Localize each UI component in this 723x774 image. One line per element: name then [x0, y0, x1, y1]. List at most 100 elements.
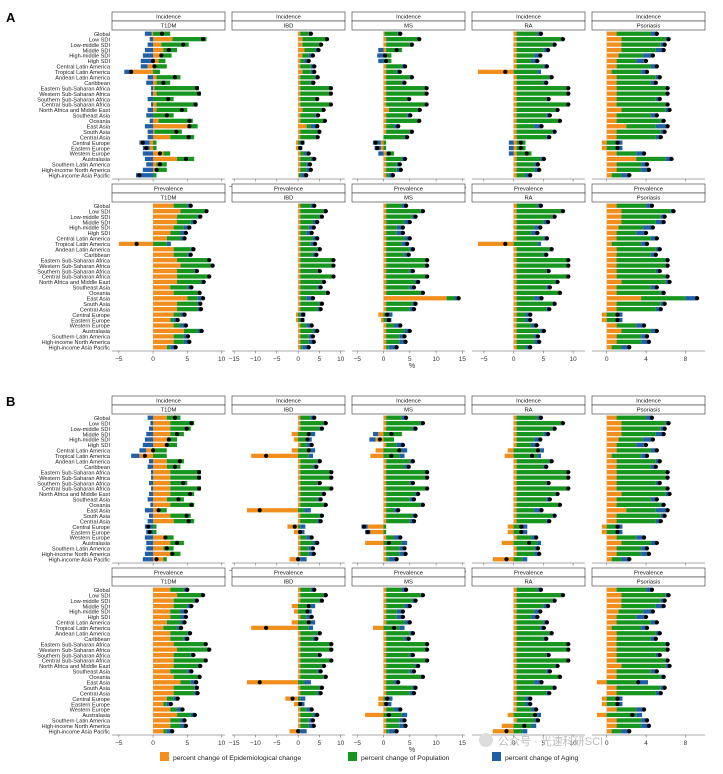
- total-change-dot: [309, 442, 314, 448]
- total-change-dot: [566, 102, 571, 107]
- bar-segment: [516, 219, 544, 225]
- bar-segment: [173, 663, 198, 669]
- total-change-dot: [319, 214, 325, 219]
- bar-segment: [606, 491, 622, 497]
- total-change-dot: [665, 486, 670, 491]
- bar-segment: [156, 107, 188, 113]
- total-change-dot: [166, 47, 171, 53]
- total-change-dot: [186, 519, 191, 524]
- region-label: Middle SDI: [83, 48, 111, 54]
- bar-segment: [525, 312, 531, 317]
- bar-segment: [383, 647, 387, 652]
- bar-segment: [606, 524, 617, 529]
- total-change-dot: [410, 631, 416, 636]
- total-change-dot: [405, 241, 410, 246]
- bar-segment: [153, 431, 171, 437]
- total-change-dot: [641, 151, 647, 156]
- region-label: Middle SDI: [83, 604, 111, 610]
- bar-segment: [308, 723, 314, 728]
- bar-segment: [388, 345, 397, 350]
- legend-label: percent change of Aging: [505, 755, 579, 762]
- bar-segment: [507, 524, 514, 529]
- x-tick-label: 5: [408, 356, 412, 363]
- bar-segment: [306, 442, 312, 448]
- x-tick-label: 0: [151, 740, 155, 747]
- bar-segment: [298, 475, 301, 480]
- bar-segment: [383, 609, 387, 614]
- total-change-dot: [137, 173, 142, 178]
- region-label: Andean Latin America: [55, 247, 111, 253]
- total-change-dot: [315, 75, 320, 80]
- total-change-dot: [560, 37, 566, 42]
- bar-segment: [621, 42, 661, 47]
- bar-segment: [621, 663, 666, 669]
- bar-segment: [386, 486, 426, 491]
- region-label: Southeast Asia: [73, 114, 111, 120]
- bar-segment: [650, 669, 657, 674]
- bar-segment: [386, 301, 413, 306]
- bar-segment: [300, 631, 318, 636]
- total-change-dot: [318, 497, 323, 502]
- total-change-dot: [524, 151, 529, 156]
- total-change-dot: [309, 535, 314, 540]
- bar-segment: [650, 636, 656, 641]
- bar-segment: [153, 529, 157, 535]
- bar-segment: [516, 107, 556, 113]
- total-change-dot: [657, 75, 662, 80]
- bar-segment: [383, 323, 387, 328]
- bar-segment: [180, 263, 212, 268]
- bar-segment: [606, 42, 622, 47]
- bar-segment: [298, 301, 301, 306]
- bar-segment: [383, 718, 387, 723]
- bar-segment: [153, 701, 164, 707]
- bar-segment: [531, 323, 537, 328]
- bar-segment: [153, 707, 171, 712]
- region-label: Oceania: [89, 119, 111, 125]
- x-tick-label: −5: [115, 356, 123, 363]
- total-change-dot: [389, 453, 394, 458]
- region-label: Tropical Latin America: [55, 626, 111, 632]
- total-change-dot: [420, 593, 426, 598]
- bar-segment: [300, 712, 314, 718]
- bar-segment: [383, 317, 387, 323]
- bar-segment: [153, 162, 157, 167]
- bar-segment: [616, 252, 651, 257]
- bar-segment: [386, 69, 397, 74]
- bar-segment: [386, 696, 393, 701]
- total-change-dot: [643, 614, 649, 620]
- bar-segment: [621, 37, 666, 42]
- total-change-dot: [191, 652, 196, 658]
- bar-segment: [153, 647, 178, 652]
- bar-segment: [153, 241, 167, 246]
- bar-segment: [298, 669, 301, 674]
- bar-segment: [404, 328, 410, 334]
- bar-segment: [386, 691, 410, 696]
- region-label: Caribbean: [84, 465, 110, 471]
- total-change-dot: [544, 464, 549, 469]
- bar-segment: [383, 625, 400, 630]
- total-change-dot: [538, 609, 543, 614]
- bar-segment: [522, 557, 528, 562]
- total-change-dot: [503, 69, 508, 74]
- bar-segment: [616, 497, 651, 502]
- bar-segment: [522, 524, 528, 529]
- total-change-dot: [539, 124, 544, 129]
- bar-segment: [293, 701, 299, 707]
- bar-segment: [139, 448, 147, 453]
- bar-segment: [513, 317, 517, 323]
- strip-disease-box: [351, 20, 466, 31]
- bar-segment: [163, 625, 178, 630]
- bar-segment: [298, 470, 301, 475]
- bar-segment: [606, 415, 617, 420]
- bar-segment: [540, 448, 544, 453]
- bar-segment: [298, 102, 301, 107]
- total-change-dot: [164, 546, 169, 551]
- bar-segment: [166, 459, 184, 464]
- bar-segment: [383, 415, 387, 420]
- bar-segment: [606, 587, 617, 592]
- bar-segment: [300, 58, 305, 64]
- bar-segment: [386, 535, 395, 540]
- bar-segment: [300, 268, 318, 274]
- bar-segment: [516, 707, 532, 712]
